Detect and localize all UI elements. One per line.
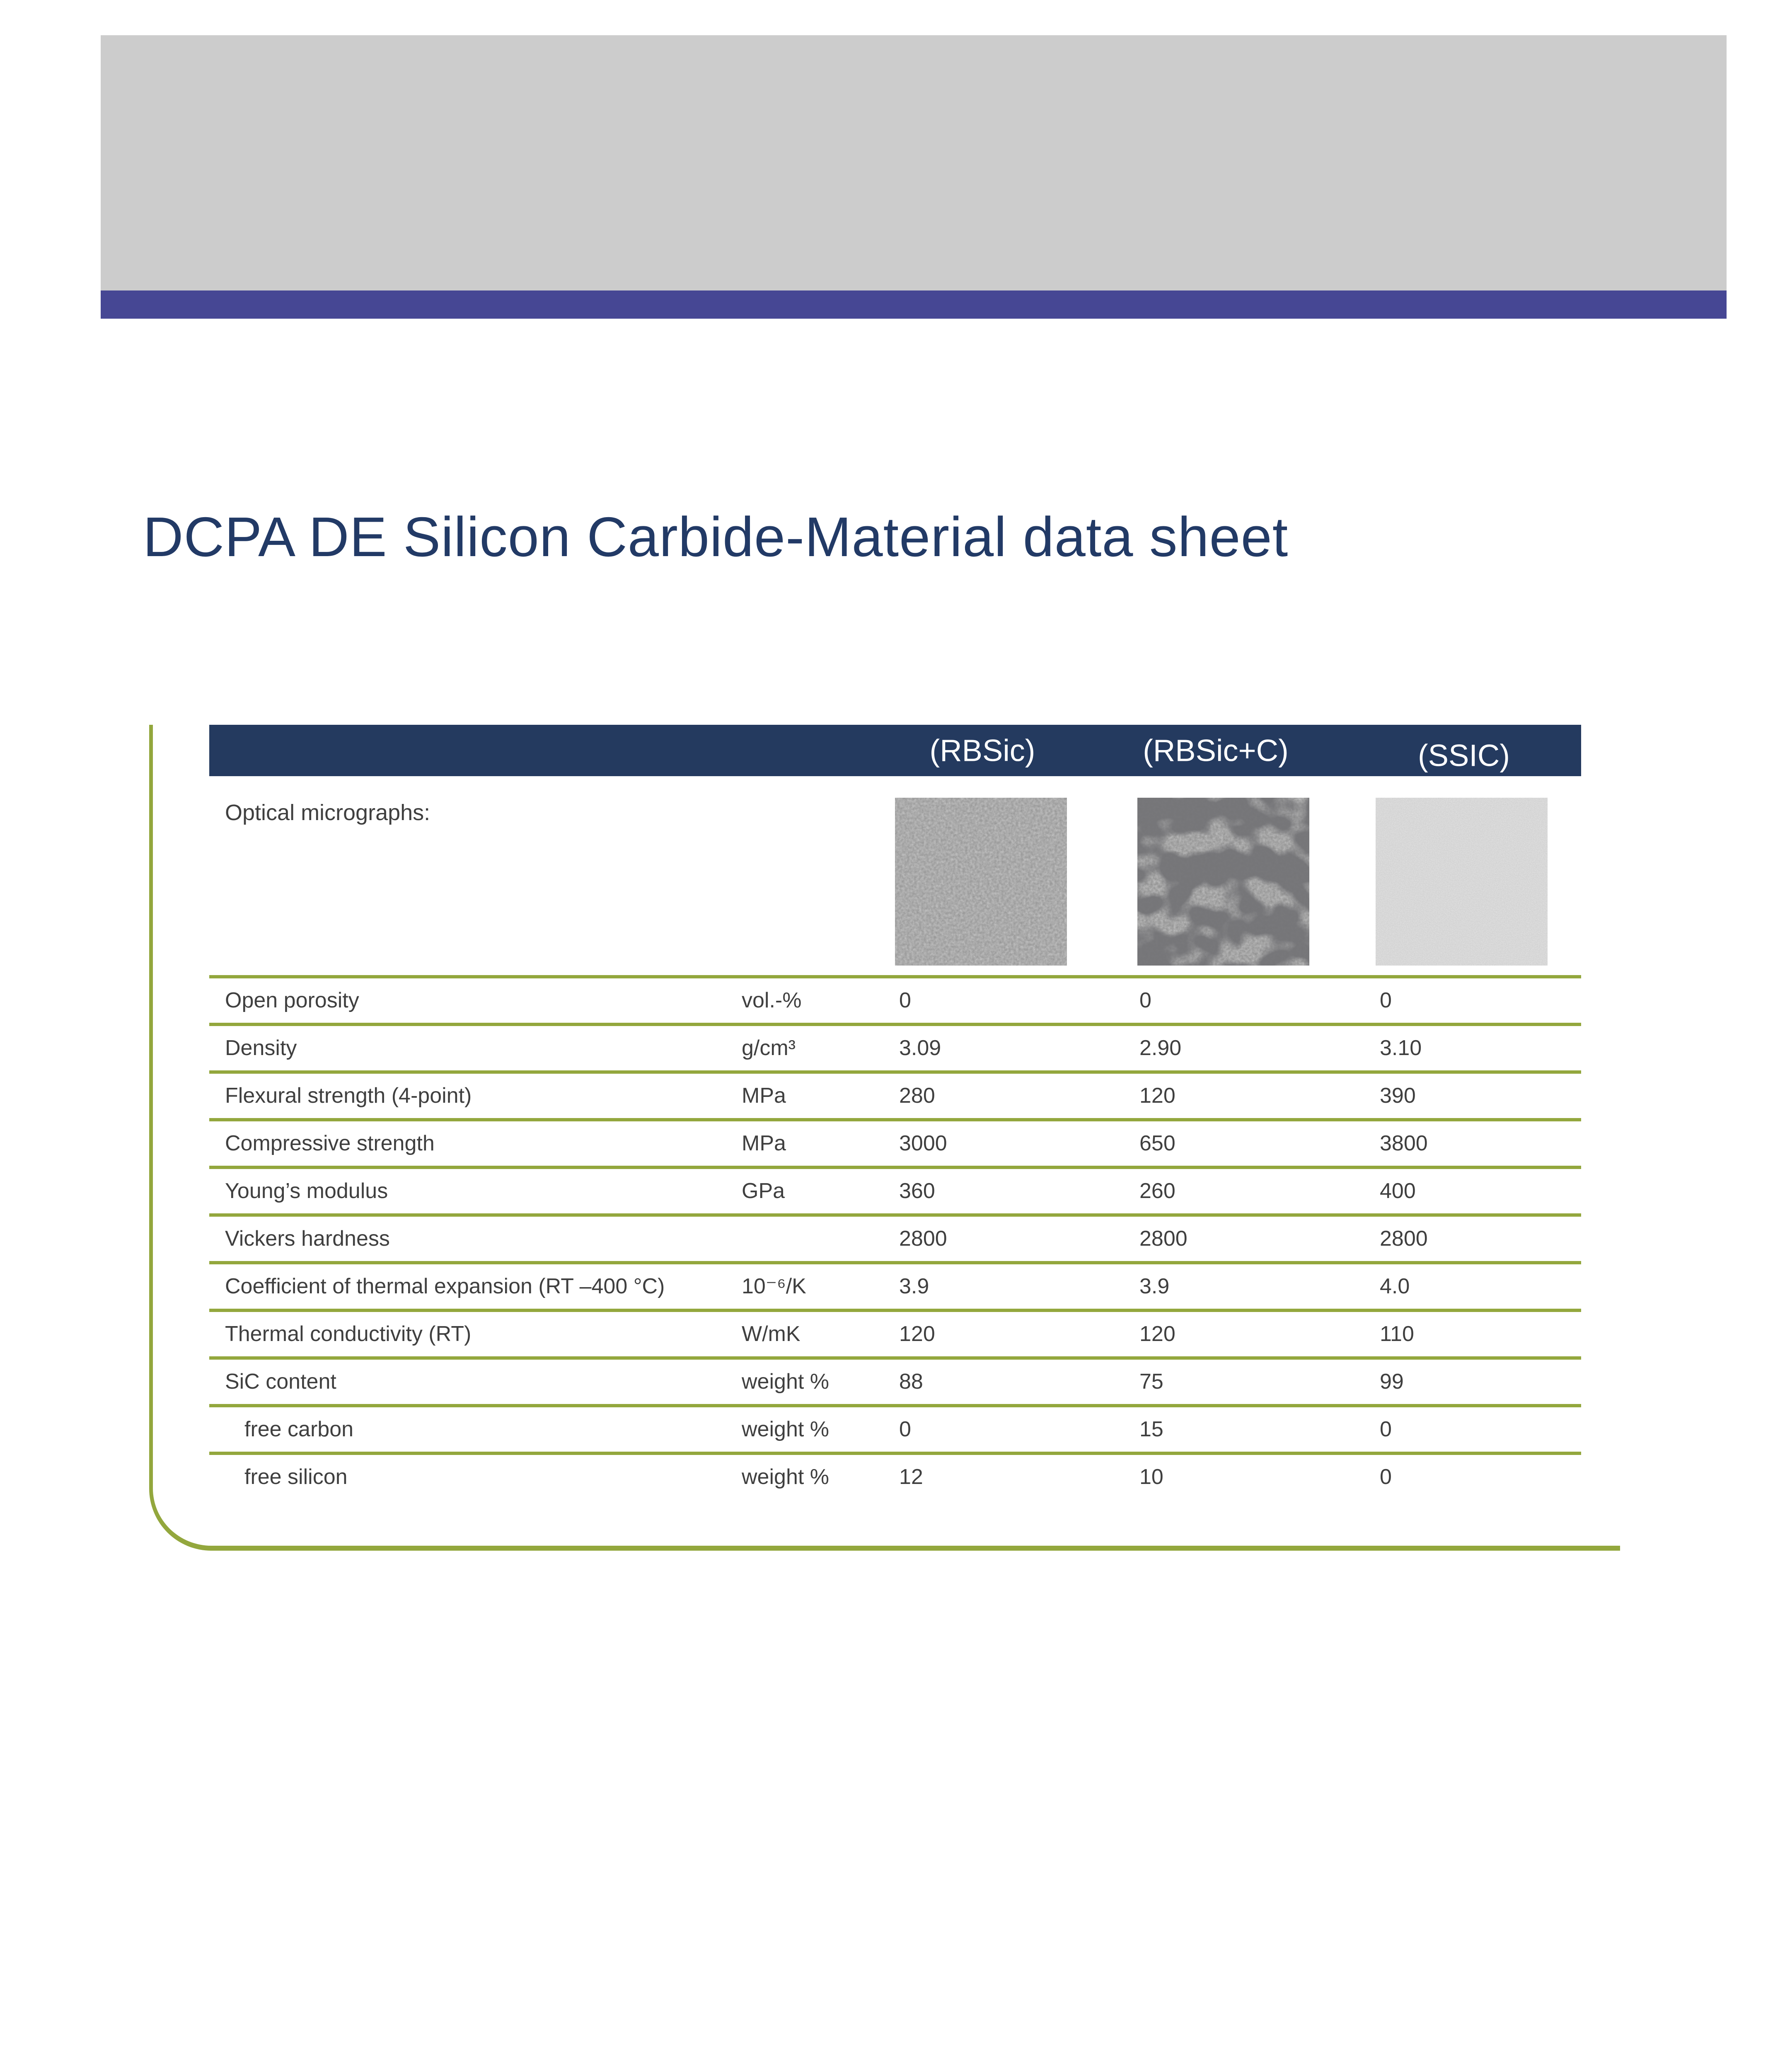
table-row: Flexural strength (4-point) MPa 280 120 … [209, 1070, 1581, 1118]
value-ssic: 0 [1380, 1465, 1392, 1489]
value-rbsic-c: 2800 [1139, 1227, 1188, 1251]
value-rbsic-c: 120 [1139, 1084, 1175, 1108]
property-label: SiC content [225, 1370, 336, 1394]
property-label: Open porosity [225, 988, 359, 1012]
table-row: Compressive strength MPa 3000 650 3800 [209, 1118, 1581, 1166]
value-ssic: 0 [1380, 988, 1392, 1012]
table-row: Open porosity vol.-% 0 0 0 [209, 975, 1581, 1023]
property-label: Young’s modulus [225, 1179, 388, 1203]
value-rbsic: 3.09 [899, 1036, 941, 1060]
value-ssic: 2800 [1380, 1227, 1428, 1251]
value-rbsic: 12 [899, 1465, 923, 1489]
header-gray-band [101, 35, 1727, 290]
micrograph-ssic-image [1376, 798, 1548, 966]
table-row: Young’s modulus GPa 360 260 400 [209, 1166, 1581, 1213]
property-label: Flexural strength (4-point) [225, 1084, 472, 1108]
table-row: SiC content weight % 88 75 99 [209, 1356, 1581, 1404]
value-rbsic-c: 3.9 [1139, 1274, 1170, 1298]
value-rbsic-c: 650 [1139, 1131, 1175, 1155]
table-row: Thermal conductivity (RT) W/mK 120 120 1… [209, 1309, 1581, 1356]
value-ssic: 0 [1380, 1417, 1392, 1441]
micrograph-rbsic-c-image [1137, 798, 1309, 966]
value-rbsic: 0 [899, 988, 911, 1012]
table-row: Coefficient of thermal expansion (RT –40… [209, 1261, 1581, 1309]
unit-label: MPa [742, 1084, 786, 1108]
micrograph-rbsic-image [895, 798, 1067, 966]
value-rbsic-c: 15 [1139, 1417, 1163, 1441]
unit-label: MPa [742, 1131, 786, 1155]
property-label: Compressive strength [225, 1131, 435, 1155]
value-rbsic-c: 2.90 [1139, 1036, 1182, 1060]
value-rbsic: 280 [899, 1084, 935, 1108]
optical-micrographs-label: Optical micrographs: [225, 800, 431, 825]
table-row: free silicon weight % 12 10 0 [209, 1452, 1581, 1499]
unit-label: weight % [742, 1417, 829, 1441]
column-header-rbsic-c: (RBSic+C) [1143, 733, 1289, 768]
value-ssic: 99 [1380, 1370, 1404, 1394]
unit-label: W/mK [742, 1322, 801, 1346]
value-ssic: 110 [1380, 1322, 1414, 1346]
unit-label: GPa [742, 1179, 785, 1203]
value-ssic: 3.10 [1380, 1036, 1422, 1060]
unit-label: weight % [742, 1370, 829, 1394]
value-rbsic: 3.9 [899, 1274, 929, 1298]
value-ssic: 3800 [1380, 1131, 1428, 1155]
unit-label: g/cm³ [742, 1036, 796, 1060]
value-rbsic: 3000 [899, 1131, 947, 1155]
value-rbsic: 2800 [899, 1227, 947, 1251]
value-rbsic: 360 [899, 1179, 935, 1203]
table-row: Density g/cm³ 3.09 2.90 3.10 [209, 1023, 1581, 1070]
table-row: free carbon weight % 0 15 0 [209, 1404, 1581, 1452]
unit-label: vol.-% [742, 988, 802, 1012]
unit-label: 10⁻⁶/K [742, 1274, 806, 1298]
table-header-band: (RBSic) (RBSic+C) (SSIC) [209, 725, 1581, 776]
property-label: Vickers hardness [225, 1227, 390, 1251]
value-ssic: 400 [1380, 1179, 1416, 1203]
table-frame-border [149, 725, 1620, 1551]
value-rbsic-c: 260 [1139, 1179, 1175, 1203]
material-properties-table: Open porosity vol.-% 0 0 0 Density g/cm³… [209, 975, 1581, 1499]
table-row: Vickers hardness 2800 2800 2800 [209, 1213, 1581, 1261]
value-rbsic-c: 0 [1139, 988, 1151, 1012]
page-title: DCPA DE Silicon Carbide-Material data sh… [143, 506, 1289, 568]
column-header-rbsic: (RBSic) [929, 733, 1035, 768]
value-rbsic: 120 [899, 1322, 935, 1346]
property-label: Density [225, 1036, 297, 1060]
header-blue-stripe [101, 290, 1727, 319]
value-rbsic: 88 [899, 1370, 923, 1394]
property-label: free carbon [244, 1417, 354, 1441]
property-label: free silicon [244, 1465, 348, 1489]
value-ssic: 390 [1380, 1084, 1416, 1108]
property-label: Thermal conductivity (RT) [225, 1322, 472, 1346]
column-header-ssic: (SSIC) [1418, 738, 1510, 773]
value-ssic: 4.0 [1380, 1274, 1410, 1298]
property-label: Coefficient of thermal expansion (RT –40… [225, 1274, 665, 1298]
value-rbsic-c: 75 [1139, 1370, 1163, 1394]
value-rbsic-c: 120 [1139, 1322, 1175, 1346]
value-rbsic: 0 [899, 1417, 911, 1441]
value-rbsic-c: 10 [1139, 1465, 1163, 1489]
unit-label: weight % [742, 1465, 829, 1489]
